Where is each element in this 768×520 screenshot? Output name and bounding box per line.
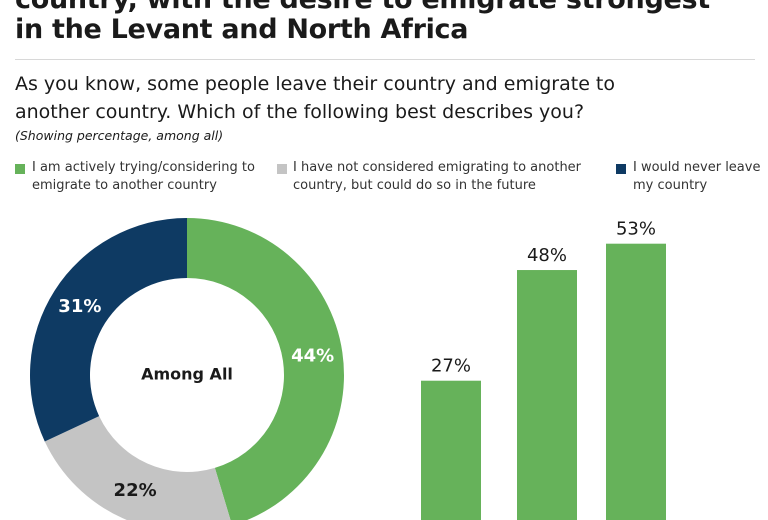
bar [606, 243, 666, 520]
donut-segment [44, 416, 231, 520]
separator [15, 59, 755, 60]
value-label: 44% [291, 346, 334, 367]
legend-swatch [15, 164, 25, 174]
value-label: 48% [527, 245, 567, 266]
donut-segment [187, 218, 344, 520]
legend-swatch [616, 164, 626, 174]
legend-label: I am actively trying/considering to emig… [32, 160, 255, 193]
bar [517, 270, 577, 520]
title-line: in the Levant and North Africa [15, 14, 469, 45]
value-label: 31% [58, 296, 101, 317]
legend-label: I have not considered emigrating to anot… [293, 160, 582, 193]
title-line: country, with the desire to emigrate str… [15, 0, 710, 15]
value-label: 27% [431, 356, 471, 377]
note: (Showing percentage, among all) [15, 128, 224, 143]
bar [421, 380, 481, 520]
value-label: 22% [114, 480, 157, 501]
legend-label: I would never leave my country [633, 160, 761, 193]
question: As you know, some people leave their cou… [15, 73, 616, 123]
center-label: Among All [141, 365, 233, 384]
donut-segment [29, 218, 187, 442]
legend-swatch [277, 164, 287, 174]
value-label: 53% [616, 219, 656, 240]
